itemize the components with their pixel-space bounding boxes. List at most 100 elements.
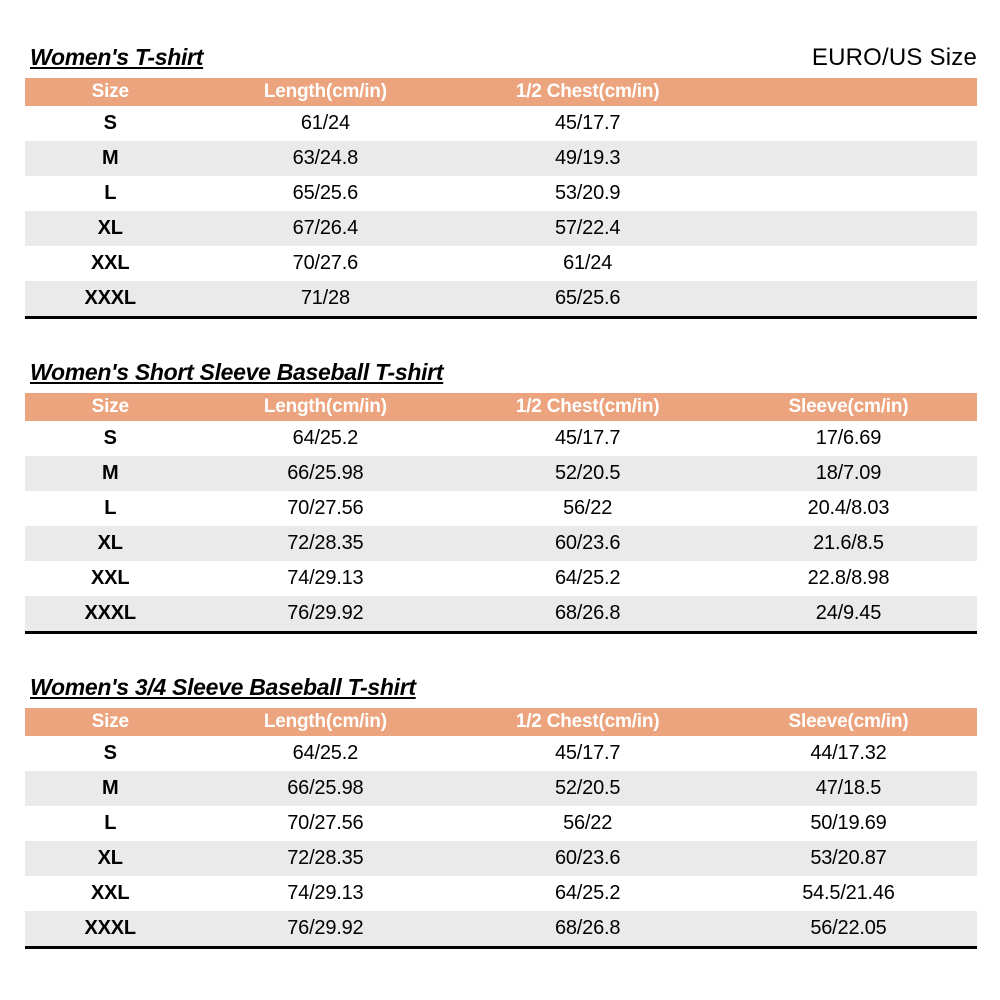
- measurement-cell: 74/29.13: [287, 567, 364, 589]
- size-cell: XXL: [91, 252, 130, 274]
- column-header-size: Size: [25, 393, 196, 421]
- measurement-cell: 56/22: [563, 812, 613, 834]
- size-cell: XL: [97, 532, 123, 554]
- table-row: XXXL 71/28 65/25.6: [25, 281, 977, 318]
- size-cell: M: [101, 777, 119, 799]
- table-header-row: Size Length(cm/in) 1/2 Chest(cm/in) Slee…: [25, 393, 977, 421]
- measurement-cell: 61/24: [300, 112, 350, 134]
- size-table-womens-tshirt: Size Length(cm/in) 1/2 Chest(cm/in) S 61/…: [25, 78, 977, 319]
- size-cell: XXXL: [84, 917, 136, 939]
- measurement-cell: 53/20.87: [810, 847, 887, 869]
- measurement-cell: 57/22.4: [554, 217, 621, 239]
- column-header-size: Size: [25, 78, 196, 106]
- measurement-cell: 61/24: [563, 252, 613, 274]
- size-cell: L: [104, 182, 117, 204]
- measurement-cell: 64/25.2: [292, 427, 359, 449]
- measurement-cell: 68/26.8: [554, 917, 621, 939]
- measurement-cell: 20.4/8.03: [807, 497, 890, 519]
- measurement-cell: 18/7.09: [815, 462, 882, 484]
- measurement-cell: 72/28.35: [287, 532, 364, 554]
- column-header-empty: [719, 78, 977, 106]
- table-row: XXXL 76/29.92 68/26.8 56/22.05: [25, 911, 977, 948]
- measurement-cell: 50/19.69: [810, 812, 887, 834]
- size-cell: S: [103, 742, 117, 764]
- measurement-cell: 56/22: [563, 497, 613, 519]
- page-header: Women's T-shirt EURO/US Size: [25, 44, 977, 71]
- measurement-cell: 65/25.6: [292, 182, 359, 204]
- table-row: XXL 74/29.13 64/25.2 54.5/21.46: [25, 876, 977, 911]
- size-cell: L: [104, 812, 117, 834]
- measurement-cell: 68/26.8: [554, 602, 621, 624]
- measurement-cell: 65/25.6: [554, 287, 621, 309]
- measurement-cell: 22.8/8.98: [807, 567, 890, 589]
- measurement-cell: [720, 281, 977, 318]
- table-row: XL 72/28.35 60/23.6 21.6/8.5: [25, 526, 977, 561]
- measurement-cell: 67/26.4: [292, 217, 359, 239]
- table-title-three-quarter-sleeve-baseball: Women's 3/4 Sleeve Baseball T-shirt: [30, 674, 416, 700]
- column-header-size: Size: [25, 708, 196, 736]
- column-header-chest: 1/2 Chest(cm/in): [455, 78, 720, 106]
- measurement-cell: 72/28.35: [287, 847, 364, 869]
- table-row: L 65/25.6 53/20.9: [25, 176, 977, 211]
- measurement-cell: [720, 176, 977, 211]
- measurement-cell: 44/17.32: [810, 742, 887, 764]
- measurement-cell: 53/20.9: [554, 182, 621, 204]
- column-header-chest: 1/2 Chest(cm/in): [455, 708, 720, 736]
- table-header-row: Size Length(cm/in) 1/2 Chest(cm/in) Slee…: [25, 708, 977, 736]
- measurement-cell: 70/27.56: [287, 812, 364, 834]
- table-body: S 61/24 45/17.7 M 63/24.8 49/19.3 L 65/25.6 53/2…: [25, 106, 977, 318]
- measurement-cell: [720, 141, 977, 176]
- measurement-cell: 64/25.2: [554, 567, 621, 589]
- table-row: XXL 70/27.6 61/24: [25, 246, 977, 281]
- table-row: M 66/25.98 52/20.5 18/7.09: [25, 456, 977, 491]
- table-row: S 61/24 45/17.7: [25, 106, 977, 141]
- size-chart-page: Women's T-shirt EURO/US Size Size Length…: [25, 44, 977, 949]
- size-cell: L: [104, 497, 117, 519]
- size-cell: XXL: [91, 567, 130, 589]
- size-cell: XL: [97, 217, 123, 239]
- measurement-cell: 47/18.5: [815, 777, 882, 799]
- measurement-cell: 74/29.13: [287, 882, 364, 904]
- column-header-length: Length(cm/in): [195, 708, 456, 736]
- size-table-short-sleeve-baseball: Size Length(cm/in) 1/2 Chest(cm/in) Slee…: [25, 393, 977, 634]
- size-cell: XXL: [91, 882, 130, 904]
- measurement-cell: 64/25.2: [292, 742, 359, 764]
- measurement-cell: 70/27.6: [292, 252, 359, 274]
- column-header-sleeve: Sleeve(cm/in): [719, 708, 977, 736]
- table-header-row: Size Length(cm/in) 1/2 Chest(cm/in): [25, 78, 977, 106]
- table-row: S 64/25.2 45/17.7 44/17.32: [25, 736, 977, 771]
- measurement-cell: 52/20.5: [554, 777, 621, 799]
- table-row: XL 67/26.4 57/22.4: [25, 211, 977, 246]
- table-row: M 63/24.8 49/19.3: [25, 141, 977, 176]
- table-row: XXL 74/29.13 64/25.2 22.8/8.98: [25, 561, 977, 596]
- table-body: S 64/25.2 45/17.7 17/6.69 M 66/25.98 52/20.5 18…: [25, 421, 977, 633]
- measurement-cell: [720, 246, 977, 281]
- measurement-cell: 56/22.05: [810, 917, 887, 939]
- table-row: L 70/27.56 56/22 50/19.69: [25, 806, 977, 841]
- table-title-short-sleeve-baseball: Women's Short Sleeve Baseball T-shirt: [30, 359, 444, 385]
- measurement-cell: 64/25.2: [554, 882, 621, 904]
- size-cell: S: [103, 427, 117, 449]
- size-cell: XXXL: [84, 287, 136, 309]
- size-cell: XL: [97, 847, 123, 869]
- measurement-cell: 76/29.92: [287, 602, 364, 624]
- size-cell: M: [101, 147, 119, 169]
- measurement-cell: 45/17.7: [554, 112, 621, 134]
- measurement-cell: [720, 106, 977, 141]
- measurement-cell: 71/28: [300, 287, 350, 309]
- table-body: S 64/25.2 45/17.7 44/17.32 M 66/25.98 52/20.5 4…: [25, 736, 977, 948]
- measurement-cell: 60/23.6: [554, 847, 621, 869]
- measurement-cell: 45/17.7: [554, 427, 621, 449]
- size-standard-label: EURO/US Size: [811, 44, 977, 71]
- measurement-cell: 60/23.6: [554, 532, 621, 554]
- column-header-length: Length(cm/in): [195, 78, 456, 106]
- size-cell: S: [103, 112, 117, 134]
- measurement-cell: 66/25.98: [287, 462, 364, 484]
- measurement-cell: 63/24.8: [292, 147, 359, 169]
- measurement-cell: 49/19.3: [554, 147, 621, 169]
- size-table-three-quarter-sleeve-baseball: Size Length(cm/in) 1/2 Chest(cm/in) Slee…: [25, 708, 977, 949]
- column-header-sleeve: Sleeve(cm/in): [719, 393, 977, 421]
- table-row: M 66/25.98 52/20.5 47/18.5: [25, 771, 977, 806]
- measurement-cell: 76/29.92: [287, 917, 364, 939]
- table-row: XL 72/28.35 60/23.6 53/20.87: [25, 841, 977, 876]
